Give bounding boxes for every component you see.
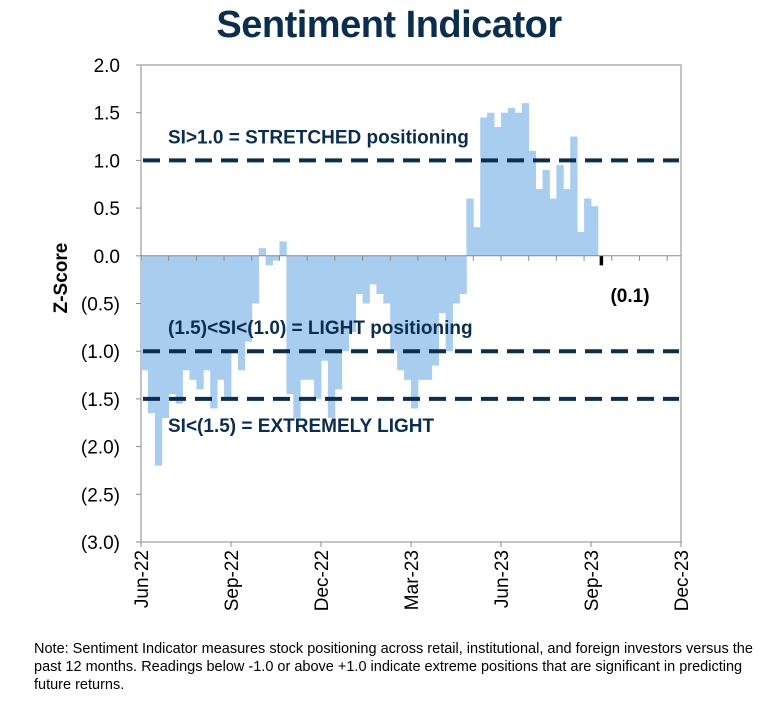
y-axis-label: Z-Score: [51, 243, 72, 314]
bar: [168, 255, 177, 395]
bar: [210, 255, 218, 409]
bar: [452, 255, 460, 304]
bar: [321, 255, 329, 361]
bar: [293, 255, 301, 418]
bar: [334, 255, 343, 390]
y-tick-label: (3.0): [81, 533, 120, 554]
bar: [411, 255, 419, 409]
y-tick-label: (1.0): [81, 342, 120, 363]
bar: [376, 255, 384, 294]
bar: [487, 112, 495, 256]
bar-latest: [599, 255, 604, 266]
bar: [494, 127, 502, 256]
bar: [189, 255, 197, 380]
bar: [459, 255, 467, 294]
last-value-label: (0.1): [610, 286, 649, 307]
bar: [244, 255, 253, 342]
bar: [286, 255, 294, 395]
x-tick-label: Jun-22: [132, 550, 153, 608]
bar: [584, 198, 592, 256]
bar: [404, 255, 412, 380]
bar: [480, 117, 488, 256]
bar: [521, 103, 530, 256]
bar: [307, 255, 315, 380]
threshold-label: SI<(1.5) = EXTREMELY LIGHT: [168, 416, 434, 437]
bar: [348, 255, 357, 333]
bar: [591, 206, 599, 256]
y-tick-label: (2.0): [81, 438, 120, 459]
x-tick-label: Dec-22: [312, 550, 333, 611]
bar: [272, 255, 280, 261]
bar: [147, 255, 156, 414]
bar: [445, 255, 453, 352]
x-tick-label: Mar-23: [402, 550, 423, 610]
bar: [507, 107, 516, 256]
bar: [141, 255, 149, 371]
bar: [528, 150, 537, 256]
bar: [577, 231, 585, 256]
bar: [224, 255, 232, 399]
x-tick-label: Jun-23: [492, 550, 513, 608]
bar: [251, 255, 260, 304]
bar: [397, 255, 405, 371]
bar: [424, 255, 433, 380]
bar: [570, 136, 578, 256]
y-tick-label: 2.0: [94, 56, 120, 77]
threshold-label: SI>1.0 = STRETCHED positioning: [168, 127, 469, 148]
bar: [355, 255, 363, 294]
threshold-label: (1.5)<SI<(1.0) = LIGHT positioning: [168, 318, 473, 339]
bar: [501, 112, 509, 256]
bar: [203, 255, 211, 371]
bar: [175, 255, 183, 404]
bar: [362, 255, 370, 304]
bar: [154, 255, 163, 466]
bar: [258, 248, 267, 256]
bar: [231, 255, 239, 352]
bar: [161, 255, 170, 418]
y-tick-label: 1.0: [94, 151, 120, 172]
bar: [473, 227, 481, 256]
bar: [265, 255, 273, 266]
bar: [369, 255, 377, 285]
bar: [383, 255, 391, 304]
bar: [431, 255, 440, 366]
bar: [542, 169, 550, 256]
y-tick-label: (2.5): [81, 485, 120, 506]
bar: [341, 255, 350, 352]
bar: [314, 255, 322, 399]
sentiment-chart: SI>1.0 = STRETCHED positioning (1.5)<SI<(…: [51, 56, 693, 611]
bar: [182, 255, 190, 371]
bar: [417, 255, 426, 380]
chart-title: Sentiment Indicator: [216, 4, 562, 46]
y-tick-label: (0.5): [81, 295, 120, 316]
y-tick-label: 0.0: [94, 247, 120, 268]
bar: [549, 198, 557, 256]
x-tick-label: Dec-23: [672, 550, 693, 611]
bar: [279, 241, 287, 256]
bar: [438, 255, 447, 314]
y-tick-label: 0.5: [94, 199, 120, 220]
bar: [514, 112, 523, 256]
bar: [237, 255, 246, 371]
x-tick-label: Sep-22: [222, 550, 243, 611]
y-tick-label: 1.5: [94, 104, 120, 125]
bar: [196, 255, 204, 390]
bar: [535, 189, 543, 256]
bar: [556, 165, 564, 256]
bar: [563, 189, 571, 256]
bar: [466, 198, 474, 256]
x-tick-label: Sep-23: [582, 550, 603, 611]
y-tick-label: (1.5): [81, 390, 120, 411]
bar: [390, 255, 398, 352]
bar: [217, 255, 225, 380]
bar: [327, 255, 336, 418]
chart-note: Note: Sentiment Indicator measures stock…: [34, 641, 753, 693]
bar: [300, 255, 308, 380]
